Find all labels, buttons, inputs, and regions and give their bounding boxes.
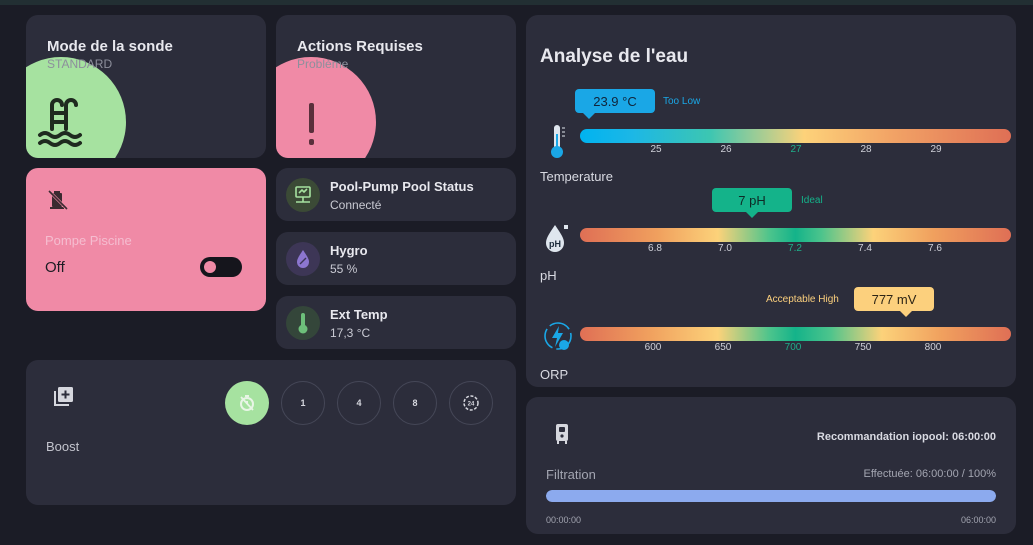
water-drop-icon (286, 242, 320, 276)
orp-tick-ideal: 700 (784, 342, 802, 353)
temperature-gauge-bar (580, 129, 1011, 143)
sensor-tile-ext-temp[interactable]: Ext Temp 17,3 °C (276, 296, 516, 349)
exclamation-icon (309, 103, 314, 145)
sensor-name: Ext Temp (330, 307, 388, 322)
filtration-end-time: 06:00:00 (960, 515, 996, 525)
sensor-name: Pool-Pump Pool Status (330, 179, 474, 194)
actions-blob (276, 57, 376, 158)
temperature-value-bubble: 23.9 °C (575, 89, 655, 119)
svg-text:pH: pH (549, 239, 561, 249)
boost-8h-button[interactable]: 8 (393, 381, 437, 425)
boost-4h-button[interactable]: 4 (337, 381, 381, 425)
water-analysis-card: Analyse de l'eau 23.9 °C Too Low 25 26 2… (526, 15, 1016, 387)
filter-device-icon (556, 424, 568, 444)
pump-toggle[interactable] (200, 257, 242, 277)
ph-tick: 7.0 (718, 243, 732, 254)
ph-gauge-bar (580, 228, 1011, 242)
pump-off-icon (47, 189, 69, 211)
filtration-start-time: 00:00:00 (546, 515, 582, 525)
sensor-value: 55 % (330, 262, 358, 276)
ph-tick: 7.4 (858, 243, 872, 254)
probe-mode-subtitle: STANDARD (47, 57, 113, 71)
thermometer-icon (286, 306, 320, 340)
temperature-status: Too Low (663, 96, 701, 107)
pump-card[interactable]: Pompe Piscine Off (26, 168, 266, 311)
pump-state: Off (45, 259, 65, 276)
temperature-tick: 28 (860, 144, 872, 155)
filtration-card: Recommandation iopool: 06:00:00 Filtrati… (526, 397, 1016, 534)
orp-label: ORP (540, 367, 569, 382)
ph-label: pH (540, 268, 557, 283)
orp-ticks: 600 650 700 750 800 (580, 342, 1011, 354)
filtration-done: Effectuée: 06:00:00 / 100% (863, 468, 996, 480)
sensor-tile-pool-status[interactable]: Pool-Pump Pool Status Connecté (276, 168, 516, 221)
sensor-tile-hygro[interactable]: Hygro 55 % (276, 232, 516, 285)
orp-tick: 800 (924, 342, 942, 353)
probe-mode-title: Mode de la sonde (47, 38, 173, 55)
orp-tick: 600 (644, 342, 662, 353)
boost-24h-button[interactable]: 24 (449, 381, 493, 425)
water-analysis-title: Analyse de l'eau (540, 46, 689, 67)
boost-label: Boost (46, 439, 80, 454)
timer-off-icon (240, 395, 254, 411)
temperature-ticks: 25 26 27 28 29 (580, 144, 1011, 156)
add-box-icon[interactable] (52, 386, 74, 408)
sensor-value: 17,3 °C (330, 326, 371, 340)
ph-status: Ideal (801, 195, 823, 206)
orp-gauge-bar (580, 327, 1011, 341)
ph-tick: 7.6 (928, 243, 942, 254)
temperature-label: Temperature (540, 169, 613, 184)
temperature-tick: 26 (720, 144, 732, 155)
actions-subtitle: Problème (297, 57, 349, 71)
orp-status: Acceptable High (766, 294, 839, 305)
pump-name: Pompe Piscine (45, 233, 132, 248)
actions-card[interactable]: Actions Requises Problème (276, 15, 516, 158)
sensor-value: Connecté (330, 198, 382, 212)
boost-card: Boost 1 4 8 24 (26, 360, 516, 505)
orp-bolt-icon (544, 322, 572, 350)
orp-value-bubble: 777 mV (854, 287, 934, 317)
ph-tick: 6.8 (648, 243, 662, 254)
svg-text:24: 24 (468, 402, 475, 408)
filtration-progress-fill (546, 490, 996, 502)
filtration-progress-bar (546, 490, 996, 502)
filtration-label: Filtration (546, 467, 596, 482)
sensor-name: Hygro (330, 243, 368, 258)
top-edge (0, 0, 1033, 5)
network-icon (286, 178, 320, 212)
boost-1h-button[interactable]: 1 (281, 381, 325, 425)
ph-value-bubble: 7 pH (712, 188, 792, 218)
thermometer-icon (551, 125, 565, 158)
filtration-recommendation: Recommandation iopool: 06:00:00 (816, 431, 996, 443)
ph-tick-ideal: 7.2 (788, 243, 802, 254)
ph-ticks: 6.8 7.0 7.2 7.4 7.6 (580, 243, 1011, 255)
probe-mode-card[interactable]: Mode de la sonde STANDARD (26, 15, 266, 158)
temperature-tick: 25 (650, 144, 662, 155)
orp-tick: 750 (854, 342, 872, 353)
orp-tick: 650 (714, 342, 732, 353)
24h-icon: 24 (463, 395, 479, 411)
ph-drop-icon: pH (546, 225, 568, 252)
pool-icon (38, 98, 82, 147)
actions-title: Actions Requises (297, 38, 423, 55)
boost-off-button[interactable] (225, 381, 269, 425)
temperature-tick: 29 (930, 144, 942, 155)
pump-toggle-knob (204, 261, 216, 273)
temperature-tick-ideal: 27 (790, 144, 802, 155)
